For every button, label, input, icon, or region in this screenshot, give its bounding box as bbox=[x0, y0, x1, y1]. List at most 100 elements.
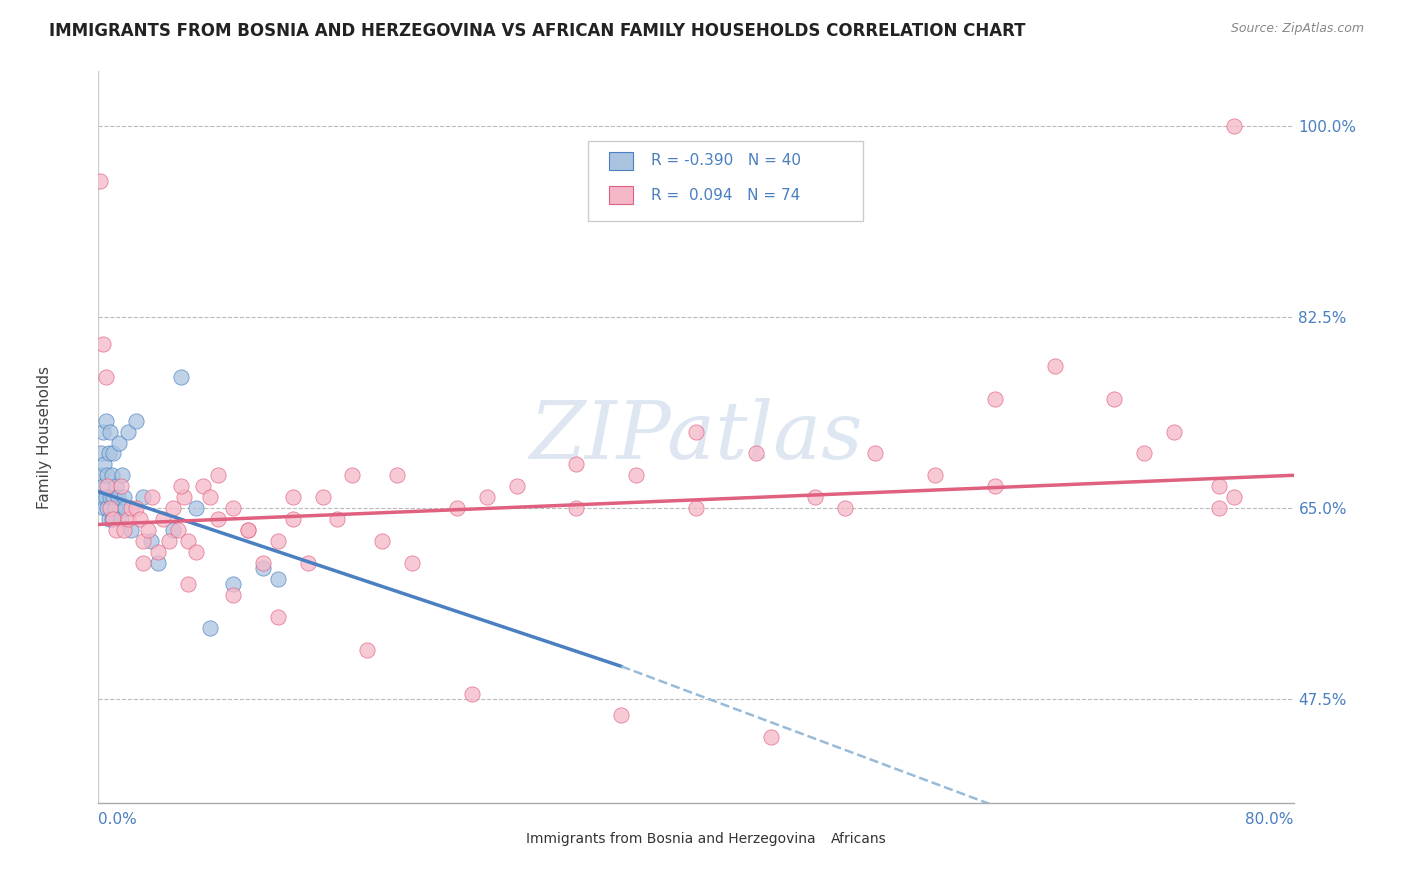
Point bbox=[1208, 501, 1230, 516]
Point bbox=[1223, 490, 1246, 504]
Text: 0.0%: 0.0% bbox=[98, 812, 138, 827]
Point bbox=[236, 523, 259, 537]
Text: 80.0%: 80.0% bbox=[1246, 812, 1294, 827]
Point bbox=[311, 490, 333, 504]
Point bbox=[267, 533, 290, 548]
Point bbox=[401, 556, 423, 570]
Point bbox=[148, 545, 170, 559]
Point bbox=[446, 501, 468, 516]
Point bbox=[89, 490, 111, 504]
Point bbox=[93, 458, 115, 472]
Point bbox=[89, 173, 111, 187]
Point bbox=[200, 621, 222, 635]
Point bbox=[157, 533, 180, 548]
FancyBboxPatch shape bbox=[797, 830, 824, 847]
Point bbox=[461, 687, 484, 701]
Point bbox=[107, 490, 129, 504]
Point bbox=[132, 533, 155, 548]
Point bbox=[90, 446, 112, 460]
Point bbox=[252, 561, 274, 575]
Point bbox=[94, 490, 117, 504]
Point bbox=[267, 610, 290, 624]
Point bbox=[162, 523, 184, 537]
Point bbox=[141, 490, 163, 504]
Point bbox=[166, 523, 188, 537]
Point bbox=[132, 490, 155, 504]
Point bbox=[129, 512, 152, 526]
Point bbox=[685, 501, 707, 516]
Point bbox=[924, 468, 946, 483]
FancyBboxPatch shape bbox=[609, 152, 633, 170]
Point bbox=[112, 523, 135, 537]
Point bbox=[191, 479, 214, 493]
Point bbox=[371, 533, 394, 548]
Point bbox=[356, 643, 378, 657]
Point bbox=[94, 414, 117, 428]
Point bbox=[475, 490, 498, 504]
Point bbox=[506, 479, 529, 493]
Point bbox=[98, 490, 122, 504]
Point bbox=[200, 490, 222, 504]
Point bbox=[1223, 119, 1246, 133]
Point bbox=[236, 523, 259, 537]
FancyBboxPatch shape bbox=[609, 186, 633, 204]
Point bbox=[207, 468, 229, 483]
Point bbox=[162, 501, 184, 516]
Point bbox=[112, 490, 135, 504]
Point bbox=[342, 468, 364, 483]
Point bbox=[745, 446, 768, 460]
Text: R =  0.094   N = 74: R = 0.094 N = 74 bbox=[651, 188, 800, 202]
Point bbox=[984, 479, 1007, 493]
Text: Immigrants from Bosnia and Herzegovina: Immigrants from Bosnia and Herzegovina bbox=[526, 831, 815, 846]
Point bbox=[94, 370, 117, 384]
Point bbox=[125, 501, 148, 516]
Point bbox=[297, 556, 319, 570]
Point bbox=[104, 501, 127, 516]
Text: IMMIGRANTS FROM BOSNIA AND HERZEGOVINA VS AFRICAN FAMILY HOUSEHOLDS CORRELATION : IMMIGRANTS FROM BOSNIA AND HERZEGOVINA V… bbox=[49, 22, 1026, 40]
Point bbox=[91, 337, 114, 351]
Point bbox=[1208, 479, 1230, 493]
Point bbox=[90, 468, 112, 483]
Point bbox=[252, 556, 274, 570]
Point bbox=[108, 435, 131, 450]
Point bbox=[222, 577, 245, 591]
Point bbox=[759, 731, 782, 745]
Point bbox=[207, 512, 229, 526]
Point bbox=[98, 425, 122, 439]
Point bbox=[97, 446, 120, 460]
Point bbox=[267, 572, 290, 586]
Point bbox=[91, 479, 114, 493]
Text: Africans: Africans bbox=[831, 831, 887, 846]
Point bbox=[804, 490, 827, 504]
Point bbox=[148, 556, 170, 570]
Point bbox=[685, 425, 707, 439]
Point bbox=[177, 577, 200, 591]
Point bbox=[184, 545, 207, 559]
Text: Source: ZipAtlas.com: Source: ZipAtlas.com bbox=[1230, 22, 1364, 36]
Point bbox=[125, 414, 148, 428]
Point bbox=[177, 533, 200, 548]
Point bbox=[132, 556, 155, 570]
Point bbox=[173, 490, 195, 504]
Point bbox=[103, 490, 125, 504]
Point bbox=[120, 523, 142, 537]
Text: Family Households: Family Households bbox=[37, 366, 52, 508]
Point bbox=[101, 468, 124, 483]
Point bbox=[222, 501, 245, 516]
Point bbox=[626, 468, 648, 483]
Point bbox=[93, 501, 115, 516]
Point bbox=[136, 523, 159, 537]
Point bbox=[91, 425, 114, 439]
Point bbox=[103, 512, 125, 526]
Point bbox=[1043, 359, 1066, 373]
Point bbox=[326, 512, 349, 526]
Point bbox=[96, 468, 118, 483]
Point bbox=[96, 479, 118, 493]
Point bbox=[98, 501, 122, 516]
Point bbox=[110, 512, 132, 526]
Point bbox=[117, 512, 139, 526]
Point bbox=[565, 458, 588, 472]
Point bbox=[184, 501, 207, 516]
FancyBboxPatch shape bbox=[494, 830, 519, 847]
Point bbox=[105, 523, 128, 537]
